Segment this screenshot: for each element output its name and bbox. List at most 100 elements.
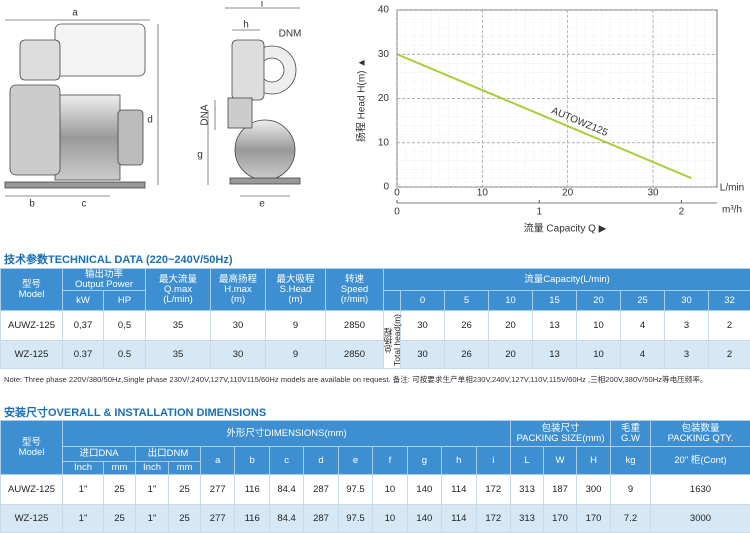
cell-line: (L/min) [163, 293, 193, 305]
table-cell: 0,37 [62, 310, 104, 341]
pump-front-view [207, 7, 301, 197]
table-cell: 10 [372, 504, 408, 533]
header-cell: 0 [400, 290, 445, 311]
header-cell: 20 [576, 290, 621, 311]
header-cell: L [510, 446, 544, 475]
header-cell: h [441, 446, 477, 475]
cell-line: (m) [230, 293, 246, 305]
dimension-label: h [243, 20, 249, 31]
section-title: 技术参数TECHNICAL DATA (220~240V/50Hz) [4, 254, 233, 266]
cell-line: Total head(m) [392, 313, 402, 366]
x2-tick-label: 2 [679, 207, 685, 218]
table-cell: 287 [303, 474, 339, 505]
table-cell: 0.5 [103, 340, 146, 369]
section-title: 安装尺寸OVERALL & INSTALLATION DIMENSIONS [4, 407, 267, 419]
cell-line: 包装数量 [681, 422, 720, 434]
header-cell: 外形尺寸DIMENSIONS(mm) [62, 420, 511, 447]
table-cell: 26 [444, 340, 489, 369]
dimension-label: d [147, 115, 153, 126]
table-cell: 114 [441, 504, 477, 533]
table-cell: 313 [510, 504, 544, 533]
table-cell: 313 [510, 474, 544, 505]
header-cell [383, 290, 401, 311]
header-cell: d [303, 446, 339, 475]
table-cell: 84.4 [268, 504, 305, 533]
table-cell: 20 [488, 310, 533, 341]
table-cell: 2850 [325, 310, 384, 341]
dimension-label: i [261, 0, 263, 10]
header-cell: 毛重 G.W [610, 420, 651, 447]
table-row: WZ-125 1" 25 1" 25 277 116 84.4 287 97.5 10 140 114 1… [0, 504, 750, 533]
y-tick-label: 10 [378, 137, 390, 148]
table-cell: AUWZ-125 [0, 474, 63, 505]
table-cell: 35 [145, 340, 211, 369]
dimension-label: a [72, 8, 78, 19]
table-cell: 13 [532, 340, 577, 369]
header-cell: 进口DNA [62, 446, 136, 462]
header-cell: kg [610, 446, 651, 475]
table-cell: 25 [103, 504, 136, 533]
table-cell: 9 [265, 310, 326, 341]
cell-line: Model [18, 446, 45, 458]
x-tick-label: 20 [562, 188, 574, 199]
table-cell: 2 [707, 340, 750, 369]
table-cell: 9 [265, 340, 326, 369]
note: Note: Three phase 220V/380/50Hz,Single p… [4, 375, 708, 384]
table-cell: 30 [210, 340, 266, 369]
table-cell: 0.37 [62, 340, 104, 369]
x2-tick-label: 1 [536, 207, 542, 218]
table-cell: WZ-125 [0, 340, 63, 369]
header-cell: mm [103, 461, 136, 475]
header-cell: W [543, 446, 577, 475]
cell-line: Output Power [74, 278, 134, 290]
table-cell: 277 [199, 504, 236, 533]
header-cell: 型号 Model [0, 420, 63, 475]
table-cell: 172 [475, 474, 511, 505]
cell-line: 型号 [21, 436, 41, 448]
table-cell: 4 [620, 310, 665, 341]
header-cell: 15 [532, 290, 577, 311]
table-cell: 9 [610, 474, 651, 505]
cell-line: 型号 [21, 278, 41, 290]
header-cell: f [372, 446, 408, 475]
header-cell: 20" 柜(Cont) [650, 446, 750, 475]
table-cell: WZ-125 [0, 504, 63, 533]
x-tick-label: 30 [647, 188, 659, 199]
table-cell: 1" [135, 474, 169, 505]
dimension-label: b [29, 199, 35, 210]
table-row: AUWZ-125 1" 25 1" 25 277 116 84.4 287 97.5 10 140 11… [0, 474, 750, 505]
x2-tick-label: 0 [394, 207, 400, 218]
table-cell: 0,5 [103, 310, 146, 341]
header-cell: mm [168, 461, 201, 475]
header-cell: 输出功率 Output Power [62, 268, 146, 291]
header-cell: c [268, 446, 305, 475]
dimension-label: c [82, 199, 87, 210]
cell-line: 包装尺寸 [541, 422, 580, 434]
table-cell: 2 [707, 310, 750, 341]
table-cell: 140 [406, 504, 443, 533]
header-cell: 最高扬程 H.max (m) [210, 268, 266, 311]
cell-line: 最大吸程 [276, 273, 315, 285]
header-cell: e [337, 446, 374, 475]
table-cell: 30 [400, 340, 445, 369]
x-unit: L/min [720, 183, 744, 194]
table-cell: 25 [168, 474, 201, 505]
x2-unit: m³/h [722, 205, 742, 216]
header-cell: Inch [62, 461, 104, 475]
cell-line: PACKING SIZE(mm) [516, 432, 605, 444]
y-tick-label: 40 [378, 5, 390, 16]
dimension-label: DNA [200, 104, 211, 125]
x-tick-label: 10 [477, 188, 489, 199]
table-cell: 287 [303, 504, 339, 533]
table-row: WZ-125 0.37 0.5 35 30 9 2850 30 26 20 13 10 4 3 2 [0, 340, 750, 369]
table-cell: 25 [103, 474, 136, 505]
header-cell: a [199, 446, 236, 475]
table-cell: 277 [199, 474, 236, 505]
table-cell: 2850 [325, 340, 384, 369]
header-cell: 32 [707, 290, 750, 311]
table-cell: 10 [576, 310, 621, 341]
table-cell: 170 [543, 504, 577, 533]
table-cell: 13 [532, 310, 577, 341]
